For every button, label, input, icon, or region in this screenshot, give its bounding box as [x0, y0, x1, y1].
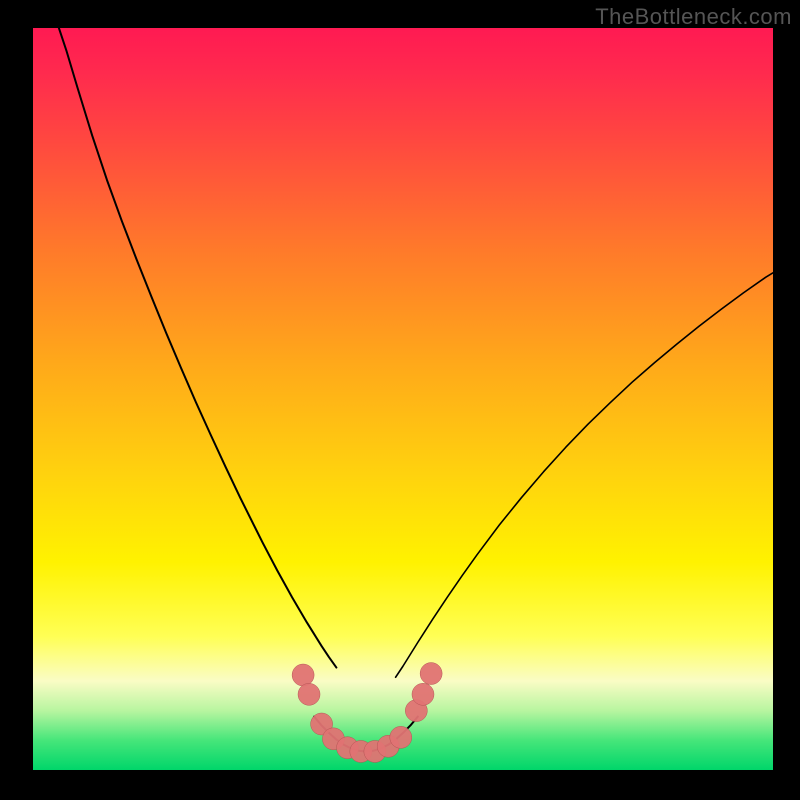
watermark-text: TheBottleneck.com: [595, 4, 792, 30]
marker-point: [390, 726, 412, 748]
marker-point: [298, 683, 320, 705]
plot-svg: [33, 28, 773, 770]
gradient-background: [33, 28, 773, 770]
marker-point: [292, 664, 314, 686]
plot-area: [32, 27, 774, 771]
chart-container: TheBottleneck.com: [0, 0, 800, 800]
marker-point: [420, 663, 442, 685]
marker-point: [412, 683, 434, 705]
